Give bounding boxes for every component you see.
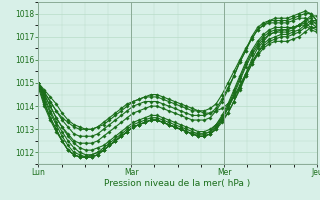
X-axis label: Pression niveau de la mer( hPa ): Pression niveau de la mer( hPa ) (104, 179, 251, 188)
